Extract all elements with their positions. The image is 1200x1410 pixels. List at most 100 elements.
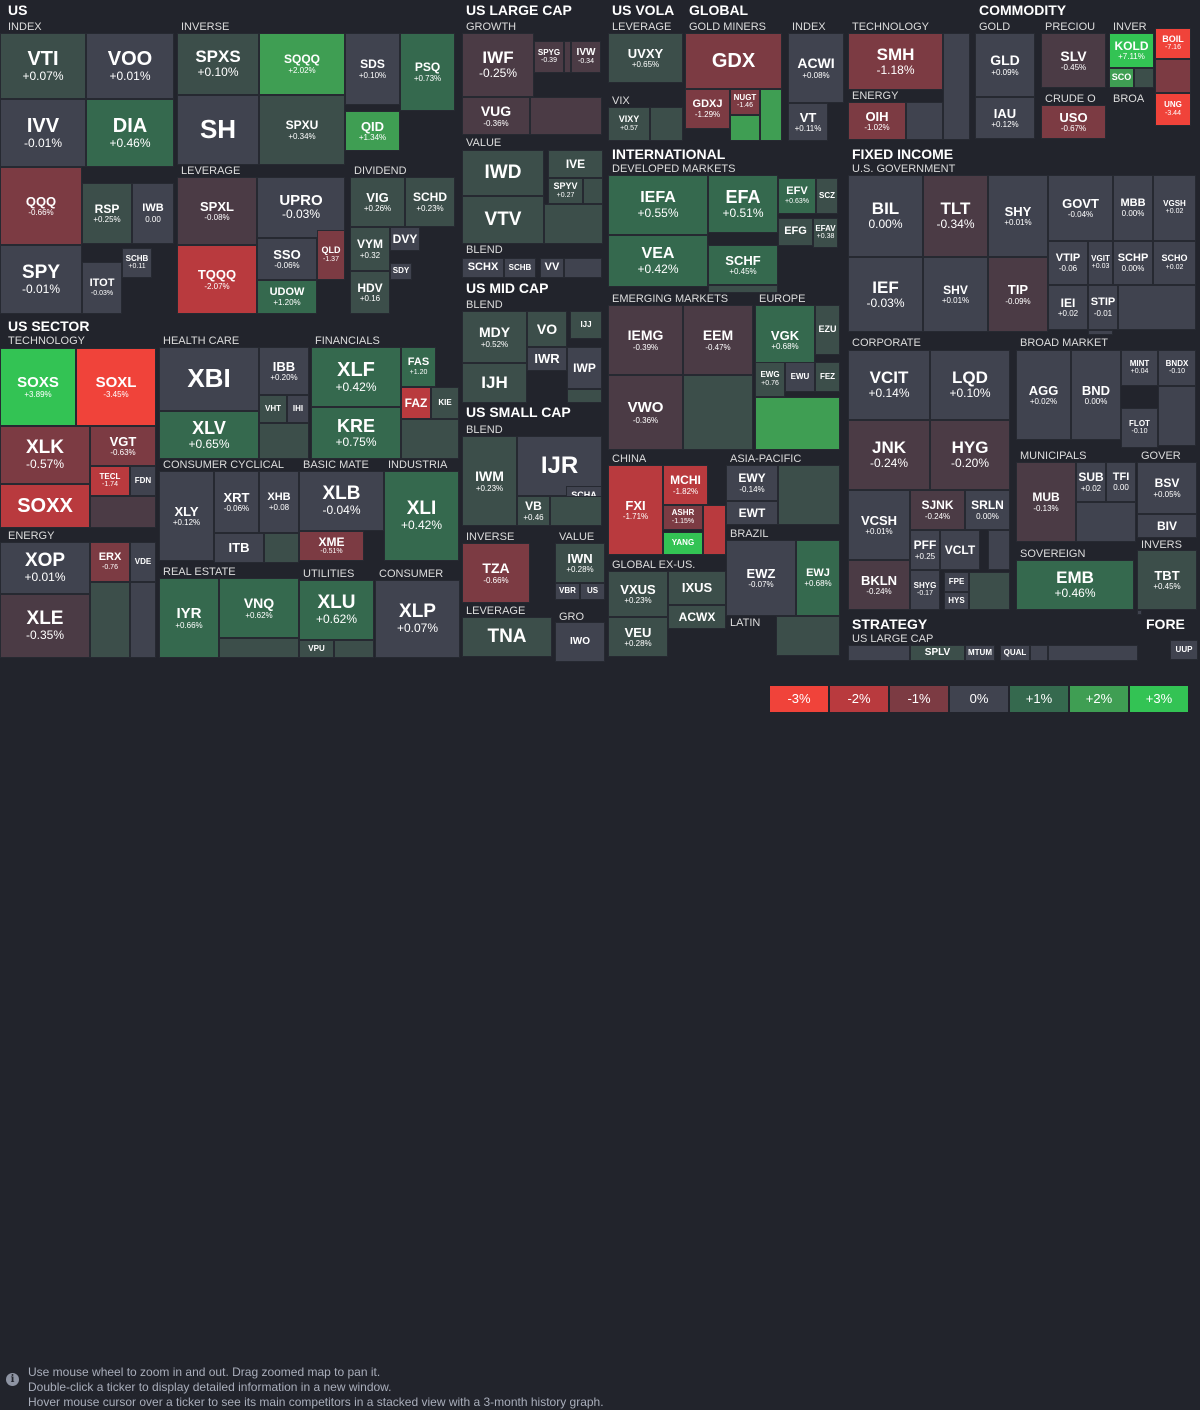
- ticker-tile[interactable]: MUB -0.13%: [1016, 462, 1076, 542]
- ticker-tile[interactable]: TNA: [462, 617, 552, 657]
- treemap-cell[interactable]: [943, 33, 970, 140]
- ticker-tile[interactable]: VDE: [130, 542, 156, 582]
- ticker-tile[interactable]: TIP -0.09%: [988, 257, 1048, 332]
- treemap-cell[interactable]: [778, 465, 840, 525]
- ticker-tile[interactable]: VTI +0.07%: [0, 33, 86, 99]
- treemap-cell[interactable]: [401, 419, 459, 459]
- ticker-tile[interactable]: QQQ -0.66%: [0, 167, 82, 245]
- ticker-tile[interactable]: EWU: [785, 362, 815, 392]
- treemap-cell[interactable]: [264, 533, 299, 563]
- treemap-cell[interactable]: [1137, 610, 1142, 615]
- ticker-tile[interactable]: TLT -0.34%: [923, 175, 988, 257]
- ticker-tile[interactable]: MCHI -1.82%: [663, 465, 708, 505]
- ticker-tile[interactable]: SPLV: [910, 645, 965, 661]
- ticker-tile[interactable]: QID +1.34%: [345, 111, 400, 151]
- ticker-tile[interactable]: IWD: [462, 150, 544, 196]
- ticker-tile[interactable]: BNDX -0.10: [1158, 350, 1196, 386]
- legend-swatch[interactable]: -2%: [830, 686, 888, 712]
- ticker-tile[interactable]: KOLD +7.11%: [1109, 33, 1154, 68]
- ticker-tile[interactable]: JNK -0.24%: [848, 420, 930, 490]
- legend-swatch[interactable]: +3%: [1130, 686, 1188, 712]
- ticker-tile[interactable]: SPXU +0.34%: [259, 95, 345, 165]
- ticker-tile[interactable]: UUP: [1170, 640, 1198, 660]
- ticker-tile[interactable]: VB +0.46: [517, 496, 550, 526]
- ticker-tile[interactable]: EWJ +0.68%: [796, 540, 840, 616]
- ticker-tile[interactable]: IEFA +0.55%: [608, 175, 708, 235]
- ticker-tile[interactable]: IWF -0.25%: [462, 33, 534, 97]
- ticker-tile[interactable]: ERX -0.76: [90, 542, 130, 582]
- ticker-tile[interactable]: XOP +0.01%: [0, 542, 90, 594]
- ticker-tile[interactable]: SMH -1.18%: [848, 33, 943, 90]
- ticker-tile[interactable]: VT +0.11%: [788, 103, 828, 141]
- ticker-tile[interactable]: BOIL -7.16: [1155, 28, 1191, 59]
- treemap-cell[interactable]: [708, 285, 778, 293]
- treemap-cell[interactable]: [1076, 502, 1136, 542]
- ticker-tile[interactable]: XHB +0.08: [259, 471, 299, 533]
- treemap-cell[interactable]: [334, 640, 374, 658]
- treemap-cell[interactable]: [567, 389, 602, 403]
- ticker-tile[interactable]: VEA +0.42%: [608, 235, 708, 287]
- ticker-tile[interactable]: EFG: [778, 218, 813, 246]
- ticker-tile[interactable]: IWM +0.23%: [462, 436, 517, 526]
- ticker-tile[interactable]: SPXL -0.08%: [177, 177, 257, 245]
- ticker-tile[interactable]: XLV +0.65%: [159, 411, 259, 459]
- ticker-tile[interactable]: VUG -0.36%: [462, 97, 530, 135]
- ticker-tile[interactable]: UNG -3.44: [1155, 93, 1191, 126]
- ticker-tile[interactable]: MTUM: [965, 645, 995, 661]
- treemap-cell[interactable]: [530, 97, 602, 135]
- ticker-tile[interactable]: VTV: [462, 196, 544, 244]
- ticker-tile[interactable]: OIH -1.02%: [848, 102, 906, 140]
- ticker-tile[interactable]: FEZ: [815, 362, 840, 392]
- ticker-tile[interactable]: VCLT: [940, 530, 980, 570]
- ticker-tile[interactable]: XLK -0.57%: [0, 426, 90, 484]
- ticker-tile[interactable]: IEI +0.02: [1048, 285, 1088, 330]
- ticker-tile[interactable]: XLY +0.12%: [159, 471, 214, 561]
- ticker-tile[interactable]: SSO -0.06%: [257, 238, 317, 280]
- ticker-tile[interactable]: VHT: [259, 395, 287, 423]
- ticker-tile[interactable]: US: [580, 583, 605, 600]
- treemap-cell[interactable]: [1088, 330, 1113, 335]
- ticker-tile[interactable]: SPYV +0.27: [548, 178, 583, 204]
- treemap-cell[interactable]: [550, 496, 602, 526]
- ticker-tile[interactable]: EWT: [726, 501, 778, 525]
- ticker-tile[interactable]: SCHX: [462, 258, 504, 278]
- ticker-tile[interactable]: IWP: [567, 347, 602, 389]
- ticker-tile[interactable]: SPY -0.01%: [0, 245, 82, 314]
- ticker-tile[interactable]: TECL -1.74: [90, 466, 130, 496]
- ticker-tile[interactable]: IWN +0.28%: [555, 543, 605, 583]
- legend-swatch[interactable]: -1%: [890, 686, 948, 712]
- treemap-cell[interactable]: [90, 582, 130, 658]
- ticker-tile[interactable]: VO: [527, 311, 567, 347]
- ticker-tile[interactable]: SDS +0.10%: [345, 33, 400, 105]
- ticker-tile[interactable]: IJJ: [570, 311, 602, 339]
- ticker-tile[interactable]: XLI +0.42%: [384, 471, 459, 561]
- ticker-tile[interactable]: GOVT -0.04%: [1048, 175, 1113, 241]
- ticker-tile[interactable]: VGT -0.63%: [90, 426, 156, 466]
- ticker-tile[interactable]: UDOW +1.20%: [257, 280, 317, 314]
- ticker-tile[interactable]: SH: [177, 95, 259, 165]
- ticker-tile[interactable]: VOO +0.01%: [86, 33, 174, 99]
- ticker-tile[interactable]: IVE: [548, 150, 603, 178]
- treemap-cell[interactable]: [848, 645, 910, 661]
- treemap-cell[interactable]: [90, 496, 156, 528]
- ticker-tile[interactable]: FAS +1.20: [401, 347, 436, 387]
- treemap-cell[interactable]: [564, 258, 602, 278]
- ticker-tile[interactable]: VIXY +0.57: [608, 107, 650, 141]
- ticker-tile[interactable]: TBT +0.45%: [1137, 550, 1197, 610]
- ticker-tile[interactable]: UPRO -0.03%: [257, 177, 345, 238]
- treemap-cell[interactable]: [1048, 645, 1138, 661]
- ticker-tile[interactable]: IWO: [555, 622, 605, 662]
- ticker-tile[interactable]: SCZ: [816, 178, 838, 214]
- ticker-tile[interactable]: VNQ +0.62%: [219, 578, 299, 638]
- ticker-tile[interactable]: VIG +0.26%: [350, 177, 405, 227]
- ticker-tile[interactable]: HYS: [944, 592, 969, 610]
- treemap-cell[interactable]: [219, 638, 299, 658]
- ticker-tile[interactable]: SHYG -0.17: [910, 570, 940, 610]
- ticker-tile[interactable]: VXUS +0.23%: [608, 571, 668, 617]
- ticker-tile[interactable]: AGG +0.02%: [1016, 350, 1071, 440]
- ticker-tile[interactable]: ASHR -1.15%: [663, 505, 703, 530]
- ticker-tile[interactable]: MBB 0.00%: [1113, 175, 1153, 241]
- ticker-tile[interactable]: IJH: [462, 363, 527, 403]
- ticker-tile[interactable]: BSV +0.05%: [1137, 462, 1197, 514]
- treemap-cell[interactable]: [650, 107, 683, 141]
